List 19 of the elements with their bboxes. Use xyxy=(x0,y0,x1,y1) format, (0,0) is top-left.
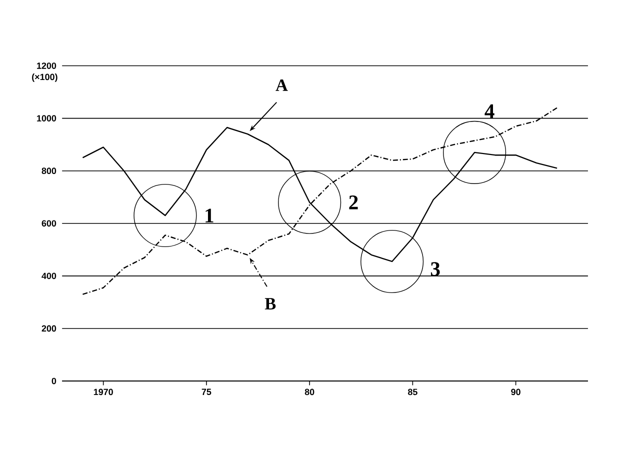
y-tick-label: 1200 xyxy=(37,62,56,69)
x-tick-label: 90 xyxy=(511,388,520,396)
text: A xyxy=(276,80,288,91)
y-tick-label: 800 xyxy=(42,168,56,174)
annotation: 4 xyxy=(484,104,494,118)
annotation: 3 xyxy=(430,262,440,276)
annotation: 2 xyxy=(349,196,358,210)
y-axis-title: (×100) xyxy=(32,74,58,82)
annotation: 1 xyxy=(206,208,214,222)
x-tick-label: 80 xyxy=(304,388,314,396)
x-tick-label: 85 xyxy=(408,388,418,396)
y-tick-label: 600 xyxy=(42,220,56,227)
y-tick-label: 1000 xyxy=(37,115,56,122)
y-tick-label: 400 xyxy=(42,272,56,280)
y-tick-label: 0 xyxy=(52,378,56,384)
legend-label: B xyxy=(264,298,276,310)
x-tick-label: 1970 xyxy=(94,388,113,396)
x-tick-label: 75 xyxy=(202,388,212,396)
y-tick-label: 200 xyxy=(42,325,56,332)
